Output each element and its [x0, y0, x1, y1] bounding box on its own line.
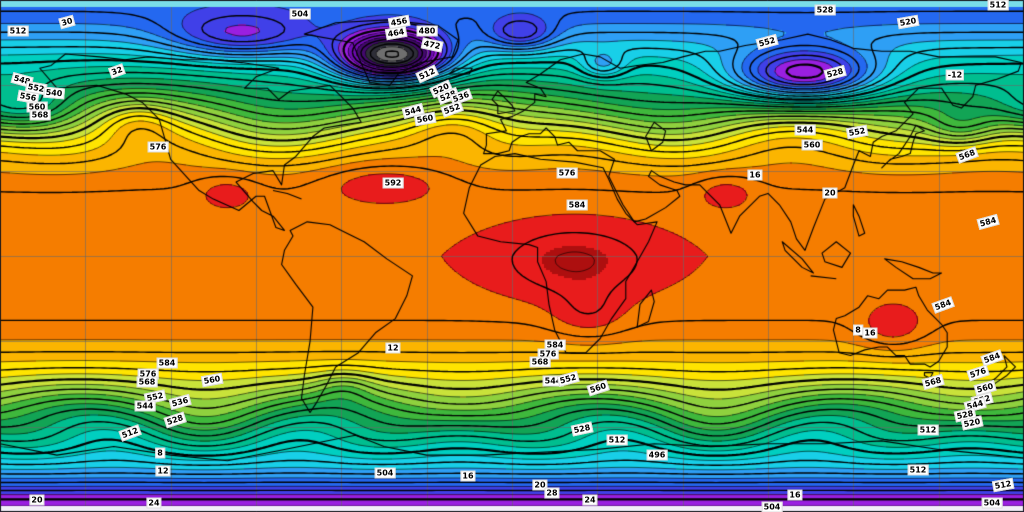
weather-map-canvas — [0, 0, 1024, 512]
weather-map: 512 30 504 512 548 552 540 556 560 568 576 32 456 480… — [0, 0, 1024, 512]
